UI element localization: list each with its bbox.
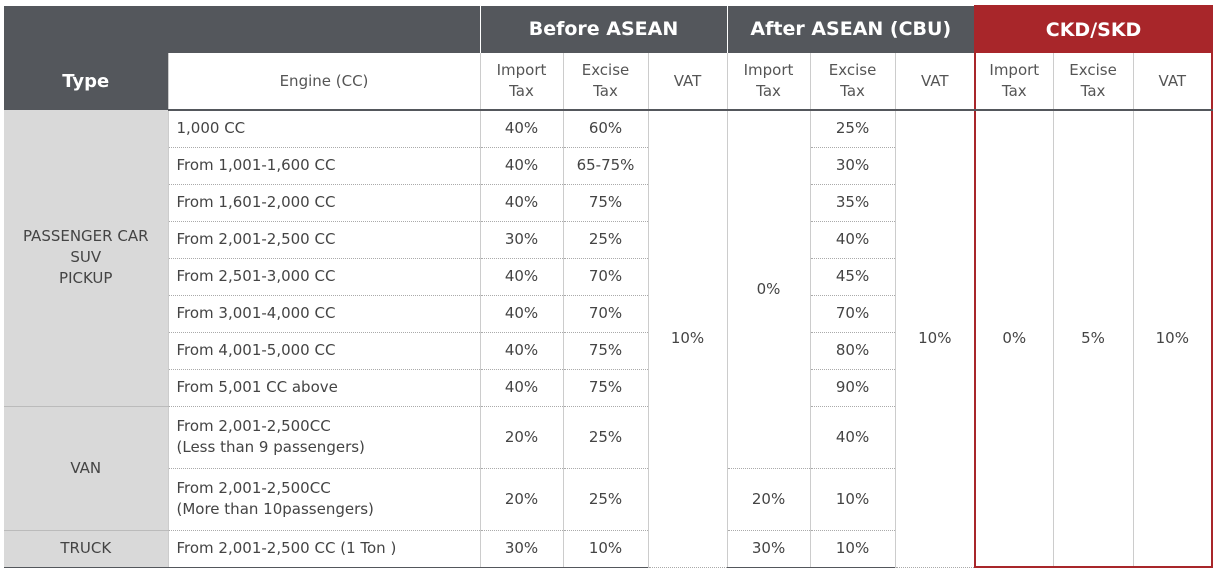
before-import: 40% [479,110,563,148]
before-excise: 25% [562,468,648,531]
ckd-import: 0% [974,110,1054,568]
column-header: Import Tax [479,53,563,111]
table-row: From 2,001-2,500 CC 30% 25% 40% [4,221,1212,259]
column-header: Excise Tax [809,53,896,111]
before-import: 30% [479,530,563,568]
ckd-excise: 5% [1052,110,1134,568]
before-vat: 10% [647,110,728,568]
before-excise: 75% [562,332,648,370]
table-body: PASSENGER CAR SUV PICKUP 1,000 CC 40% 60% 10… [4,110,1214,568]
engine-cell: From 2,001-2,500CC (Less than 9 passenge… [167,406,480,469]
column-header: Type [4,53,168,110]
before-import: 40% [479,295,563,333]
after-excise: 70% [809,295,896,333]
before-excise: 75% [562,184,648,222]
vehicle-type: PASSENGER CAR SUV PICKUP [4,110,168,407]
group-header: Before ASEAN [479,6,728,53]
column-header: VAT [1132,53,1214,111]
ckd-vat: 10% [1132,110,1214,568]
before-import: 40% [479,332,563,370]
column-header: Engine (CC) [167,53,480,111]
after-vat: 10% [894,110,976,568]
table-row: From 5,001 CC above 40% 75% 90% [4,369,1212,407]
column-header: VAT [647,53,728,111]
group-header: CKD/SKD [974,5,1214,53]
before-import: 40% [479,369,563,407]
after-excise: 30% [809,147,896,185]
after-excise: 35% [809,184,896,222]
table-row: From 1,601-2,000 CC 40% 75% 35% [4,184,1212,222]
tax-table: Before ASEAN After ASEAN (CBU) CKD/SKD T… [4,5,1214,568]
engine-cell: From 4,001-5,000 CC [167,332,480,370]
engine-cell: From 2,001-2,500 CC [167,221,480,259]
after-excise: 90% [809,369,896,407]
engine-cell: From 2,001-2,500 CC (1 Ton ) [167,530,480,568]
vehicle-type: TRUCK [4,530,168,568]
after-excise: 25% [809,110,896,148]
after-excise: 10% [809,468,896,531]
group-header: After ASEAN (CBU) [726,6,976,53]
column-header: Import Tax [726,53,811,111]
before-excise: 60% [562,110,648,148]
table-row: From 2,001-2,500CC (More than 10passenge… [4,468,1212,531]
engine-cell: From 2,501-3,000 CC [167,258,480,296]
column-header: Import Tax [974,53,1054,111]
table-row: From 1,001-1,600 CC 40% 65-75% 30% [4,147,1212,185]
engine-cell: From 5,001 CC above [167,369,480,407]
engine-cell: From 1,601-2,000 CC [167,184,480,222]
before-import: 20% [479,406,563,469]
after-excise: 80% [809,332,896,370]
engine-cell: From 1,001-1,600 CC [167,147,480,185]
before-excise: 65-75% [562,147,648,185]
table-row: VAN From 2,001-2,500CC (Less than 9 passe… [4,406,1212,531]
table-row: From 2,501-3,000 CC 40% 70% 45% [4,258,1212,296]
column-header: Excise Tax [1052,53,1134,111]
after-excise: 10% [809,530,896,568]
engine-cell: 1,000 CC [167,110,480,148]
before-import: 20% [479,468,563,531]
engine-cell: From 3,001-4,000 CC [167,295,480,333]
column-header: Excise Tax [562,53,648,111]
table-row: From 4,001-5,000 CC 40% 75% 80% [4,332,1212,370]
after-excise: 45% [809,258,896,296]
after-import: 20% [726,468,811,531]
before-excise: 75% [562,369,648,407]
after-import: 30% [726,530,811,568]
before-import: 40% [479,147,563,185]
table-row: TRUCK From 2,001-2,500 CC (1 Ton ) 30% 10% 3… [4,530,1212,568]
before-excise: 25% [562,221,648,259]
before-excise: 70% [562,258,648,296]
engine-cell: From 2,001-2,500CC (More than 10passenge… [167,468,480,531]
before-excise: 10% [562,530,648,568]
after-import: 0% [726,110,811,469]
header-corner [4,6,480,53]
after-excise: 40% [809,221,896,259]
after-excise: 40% [809,406,896,469]
column-header: VAT [894,53,976,111]
before-import: 40% [479,184,563,222]
before-import: 30% [479,221,563,259]
before-excise: 70% [562,295,648,333]
table-row: From 3,001-4,000 CC 40% 70% 70% [4,295,1212,333]
table-row: PASSENGER CAR SUV PICKUP 1,000 CC 40% 60% 10… [4,110,1214,568]
vehicle-type: VAN [4,406,168,531]
before-excise: 25% [562,406,648,469]
before-import: 40% [479,258,563,296]
